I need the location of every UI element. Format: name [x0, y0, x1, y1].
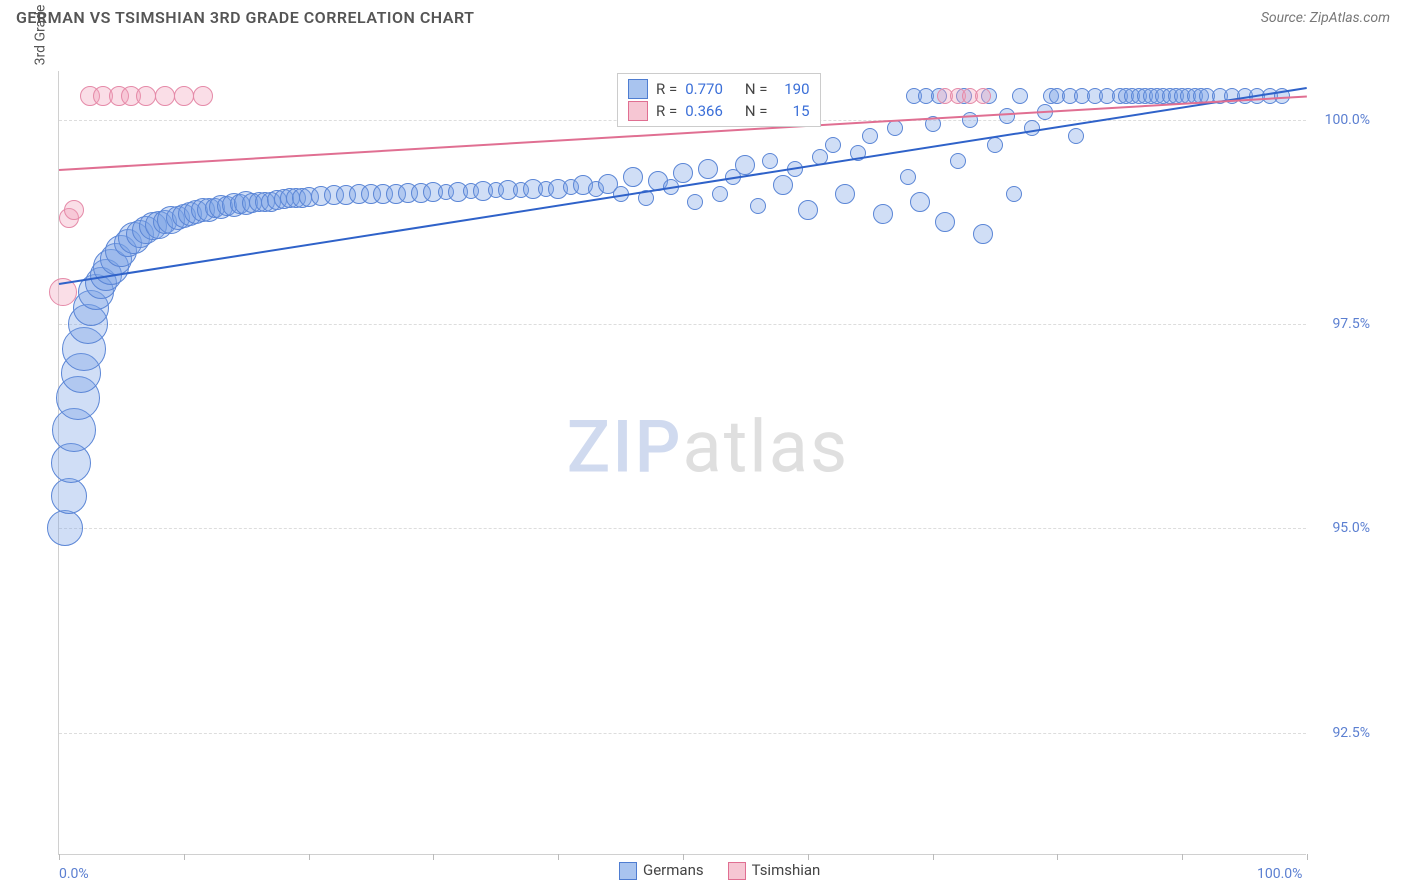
data-point — [1006, 186, 1022, 202]
x-tick — [1307, 854, 1308, 860]
x-tick-label: 0.0% — [59, 866, 89, 882]
data-point — [862, 128, 878, 144]
r-value: 0.366 — [685, 102, 723, 120]
source-attribution: Source: ZipAtlas.com — [1261, 10, 1390, 26]
data-point — [975, 88, 991, 104]
x-tick — [1182, 854, 1183, 860]
stats-legend: R = 0.770 N = 190 R = 0.366 N = 15 — [617, 73, 821, 127]
y-tick-label: 97.5% — [1332, 316, 1370, 332]
gridline — [59, 733, 1306, 734]
plot-area: 92.5%95.0%97.5%100.0%0.0%100.0%ZIPatlasR… — [58, 71, 1306, 855]
gridline — [59, 324, 1306, 325]
data-point — [999, 108, 1015, 124]
chart-header: GERMAN VS TSIMSHIAN 3RD GRADE CORRELATIO… — [0, 0, 1406, 31]
gridline — [59, 528, 1306, 529]
source-value: ZipAtlas.com — [1310, 10, 1390, 26]
legend-swatch — [628, 101, 648, 121]
x-tick — [309, 854, 310, 860]
x-tick — [683, 854, 684, 860]
data-point — [900, 169, 916, 185]
data-point — [64, 200, 84, 220]
data-point — [835, 184, 855, 204]
x-tick — [1057, 854, 1058, 860]
data-point — [155, 86, 175, 106]
n-label: N = — [745, 102, 768, 120]
data-point — [1012, 88, 1028, 104]
series-legend-item: Tsimshian — [728, 861, 821, 880]
data-point — [1068, 128, 1084, 144]
y-axis-label: 3rd Grade — [32, 5, 48, 66]
stats-legend-row: R = 0.770 N = 190 — [628, 78, 810, 100]
data-point — [47, 510, 83, 546]
series-legend: Germans Tsimshian — [619, 861, 820, 880]
data-point — [798, 200, 818, 220]
data-point — [193, 86, 213, 106]
data-point — [773, 175, 793, 195]
r-label: R = — [656, 102, 677, 120]
data-point — [51, 478, 87, 514]
data-point — [935, 212, 955, 232]
legend-swatch — [619, 862, 637, 880]
x-tick — [808, 854, 809, 860]
data-point — [735, 155, 755, 175]
data-point — [873, 204, 893, 224]
watermark: ZIPatlas — [567, 405, 849, 490]
chart-title: GERMAN VS TSIMSHIAN 3RD GRADE CORRELATIO… — [16, 8, 474, 27]
source-label: Source: — [1261, 10, 1310, 26]
series-legend-item: Germans — [619, 861, 704, 880]
data-point — [136, 86, 156, 106]
x-tick — [184, 854, 185, 860]
data-point — [623, 167, 643, 187]
data-point — [910, 192, 930, 212]
data-point — [712, 186, 728, 202]
x-tick — [933, 854, 934, 860]
n-label: N = — [745, 80, 768, 98]
data-point — [174, 86, 194, 106]
data-point — [887, 120, 903, 136]
y-tick-label: 92.5% — [1332, 725, 1370, 741]
legend-swatch — [728, 862, 746, 880]
data-point — [973, 224, 993, 244]
x-tick-label: 100.0% — [1257, 866, 1302, 882]
r-value: 0.770 — [685, 80, 723, 98]
legend-label: Germans — [643, 861, 704, 879]
data-point — [698, 159, 718, 179]
y-tick-label: 95.0% — [1332, 520, 1370, 536]
stats-legend-row: R = 0.366 N = 15 — [628, 100, 810, 122]
legend-label: Tsimshian — [752, 861, 821, 879]
data-point — [950, 153, 966, 169]
n-value: 190 — [776, 80, 810, 98]
data-point — [673, 163, 693, 183]
x-tick — [433, 854, 434, 860]
data-point — [825, 137, 841, 153]
legend-swatch — [628, 79, 648, 99]
y-tick-label: 100.0% — [1325, 112, 1370, 128]
r-label: R = — [656, 80, 677, 98]
x-tick — [558, 854, 559, 860]
data-point — [762, 153, 778, 169]
x-tick — [59, 854, 60, 860]
data-point — [750, 198, 766, 214]
data-point — [687, 194, 703, 210]
n-value: 15 — [776, 102, 810, 120]
